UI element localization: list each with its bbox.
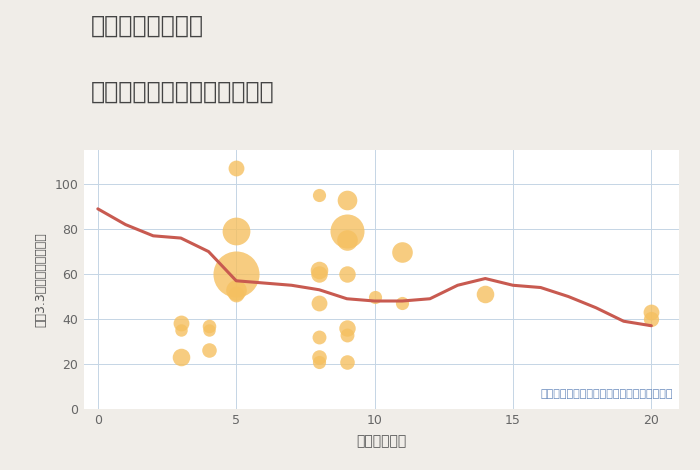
Point — [397, 248, 408, 255]
Point — [175, 353, 186, 361]
Text: 奈良県香久山駅の: 奈良県香久山駅の — [91, 14, 204, 38]
Point — [203, 347, 214, 354]
Point — [175, 320, 186, 327]
Point — [230, 290, 241, 298]
Point — [342, 324, 353, 332]
Point — [314, 353, 325, 361]
Point — [342, 270, 353, 278]
Point — [342, 358, 353, 366]
Point — [314, 266, 325, 273]
Point — [369, 293, 380, 300]
Point — [342, 196, 353, 204]
Point — [480, 290, 491, 298]
Point — [314, 299, 325, 307]
X-axis label: 駅距離（分）: 駅距離（分） — [356, 434, 407, 448]
Point — [175, 327, 186, 334]
Point — [342, 331, 353, 338]
Text: 円の大きさは、取引のあった物件面積を示す: 円の大きさは、取引のあった物件面積を示す — [540, 389, 673, 399]
Point — [314, 270, 325, 278]
Point — [230, 286, 241, 294]
Point — [645, 308, 657, 316]
Point — [314, 358, 325, 366]
Point — [342, 236, 353, 244]
Point — [230, 164, 241, 172]
Point — [230, 270, 241, 278]
Point — [203, 322, 214, 329]
Y-axis label: 坪（3.3㎡）単価（万円）: 坪（3.3㎡）単価（万円） — [34, 232, 48, 327]
Point — [645, 315, 657, 323]
Point — [230, 227, 241, 235]
Point — [314, 333, 325, 341]
Point — [203, 327, 214, 334]
Point — [342, 227, 353, 235]
Point — [314, 192, 325, 199]
Text: 駅距離別中古マンション価格: 駅距離別中古マンション価格 — [91, 80, 274, 104]
Point — [397, 299, 408, 307]
